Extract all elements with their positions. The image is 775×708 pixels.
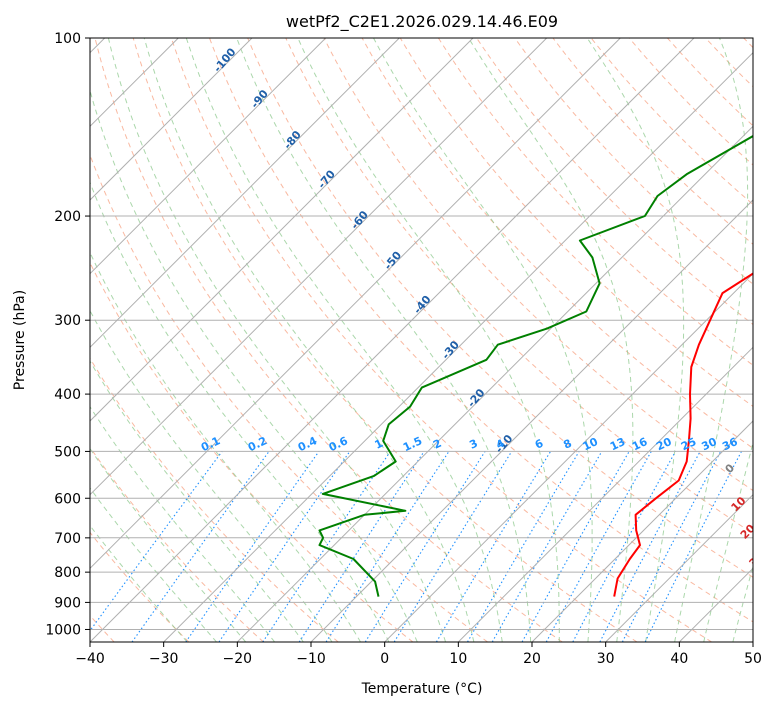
dry-adiabat [90, 261, 414, 642]
moist-adiabat [90, 181, 390, 642]
y-tick-label: 500 [54, 444, 81, 460]
sounding-profiles [318, 134, 753, 597]
mixing-ratio-label: 25 [679, 435, 698, 453]
moist-adiabat [107, 38, 446, 642]
isotherm-line [236, 125, 753, 642]
isotherm-line [457, 346, 753, 642]
y-axis-label: Pressure (hPa) [12, 290, 28, 390]
dry-adiabat [247, 38, 753, 578]
mixing-ratio-line [621, 451, 722, 642]
x-tick-label: 50 [744, 651, 762, 667]
isotherm-line [384, 272, 753, 642]
y-tick-label: 1000 [45, 622, 81, 638]
isotherm-line [310, 199, 753, 642]
mixing-ratio-line [218, 451, 351, 642]
isotherm-line [605, 493, 753, 642]
y-tick-label: 800 [54, 565, 81, 581]
mixing-ratio-label: 16 [630, 435, 650, 453]
x-tick-label: −20 [223, 651, 253, 667]
y-axis: 100 200 300 400 500 600 700 800 900 1000 [45, 31, 90, 638]
mixing-ratio-label: 10 [581, 435, 601, 453]
y-tick-label: 600 [54, 491, 81, 507]
isotherm-line [90, 38, 695, 642]
y-tick-label: 100 [54, 31, 81, 47]
moist-adiabat-label: 40 [751, 575, 771, 595]
mixing-ratio-line [545, 451, 652, 642]
moist-adiabat [90, 447, 247, 642]
moist-adiabat [90, 88, 418, 642]
x-tick-label: 10 [449, 651, 467, 667]
moist-adiabat [185, 38, 503, 642]
mixing-ratio-line [185, 451, 320, 642]
mixing-ratio-line [393, 451, 513, 642]
dry-adiabat [285, 38, 753, 535]
x-tick-label: 0 [380, 651, 389, 667]
dry-adiabat [437, 38, 753, 366]
isotherm-line [90, 38, 400, 349]
mixing-ratio-line [262, 451, 391, 642]
isotherm-line [90, 38, 621, 570]
mixing-ratio-line [325, 451, 450, 642]
mixing-ratio-line [521, 451, 630, 642]
mixing-ratio-label: 13 [608, 435, 627, 453]
y-tick-label: 300 [54, 313, 81, 329]
isotherm-line [531, 420, 753, 642]
mixing-ratio-line [90, 451, 223, 632]
dry-adiabat [90, 531, 190, 642]
isotherm-line [90, 38, 253, 201]
isotherm-line [90, 38, 327, 275]
mixing-ratio-label: 20 [654, 435, 674, 453]
isotherm-line [163, 51, 753, 642]
x-tick-label: −30 [149, 651, 179, 667]
isotherm-line [90, 38, 474, 422]
dry-adiabat [94, 38, 563, 642]
temperature-profile [613, 272, 753, 597]
moist-adiabat [143, 38, 475, 642]
moist-adiabat-label: 30 [747, 550, 767, 570]
mixing-ratio-label: 36 [720, 435, 740, 453]
dry-adiabat [399, 38, 753, 408]
dry-adiabat [90, 357, 339, 642]
moist-adiabat [90, 360, 304, 642]
x-axis-label: Temperature (°C) [361, 681, 483, 697]
dry-adiabat [323, 38, 753, 492]
y-tick-label: 700 [54, 531, 81, 547]
x-tick-label: 30 [597, 651, 615, 667]
mixing-ratio-label: 30 [700, 435, 720, 453]
moist-adiabat [90, 524, 188, 642]
y-tick-label: 400 [54, 387, 81, 403]
isotherm-line [90, 38, 548, 496]
x-tick-label: −10 [296, 651, 326, 667]
dry-adiabat [132, 38, 638, 642]
x-tick-label: 40 [670, 651, 688, 667]
mixing-ratio-line [644, 451, 742, 642]
moist-adiabat [90, 405, 276, 642]
y-tick-label: 900 [54, 595, 81, 611]
mixing-ratio-line [572, 451, 676, 642]
moist-adiabat [373, 38, 593, 642]
y-tick-label: 200 [54, 209, 81, 225]
moist-adiabat [90, 487, 217, 642]
x-axis: −40 −30 −20 −10 0 10 20 30 40 50 [75, 642, 762, 667]
plot-frame [89, 37, 754, 643]
dry-adiabat [209, 38, 753, 623]
moist-adiabat [297, 38, 560, 642]
chart-title: wetPf2_C2E1.2026.029.14.46.E09 [286, 12, 558, 32]
x-tick-label: −40 [75, 651, 105, 667]
dewpoint-profile [318, 134, 753, 597]
mixing-ratio-line [298, 451, 425, 642]
plot-area: -100-90-80-70-60-50-40-30-20-10010203040… [90, 38, 771, 642]
isotherm-gridlines [90, 38, 753, 642]
x-tick-label: 20 [523, 651, 541, 667]
